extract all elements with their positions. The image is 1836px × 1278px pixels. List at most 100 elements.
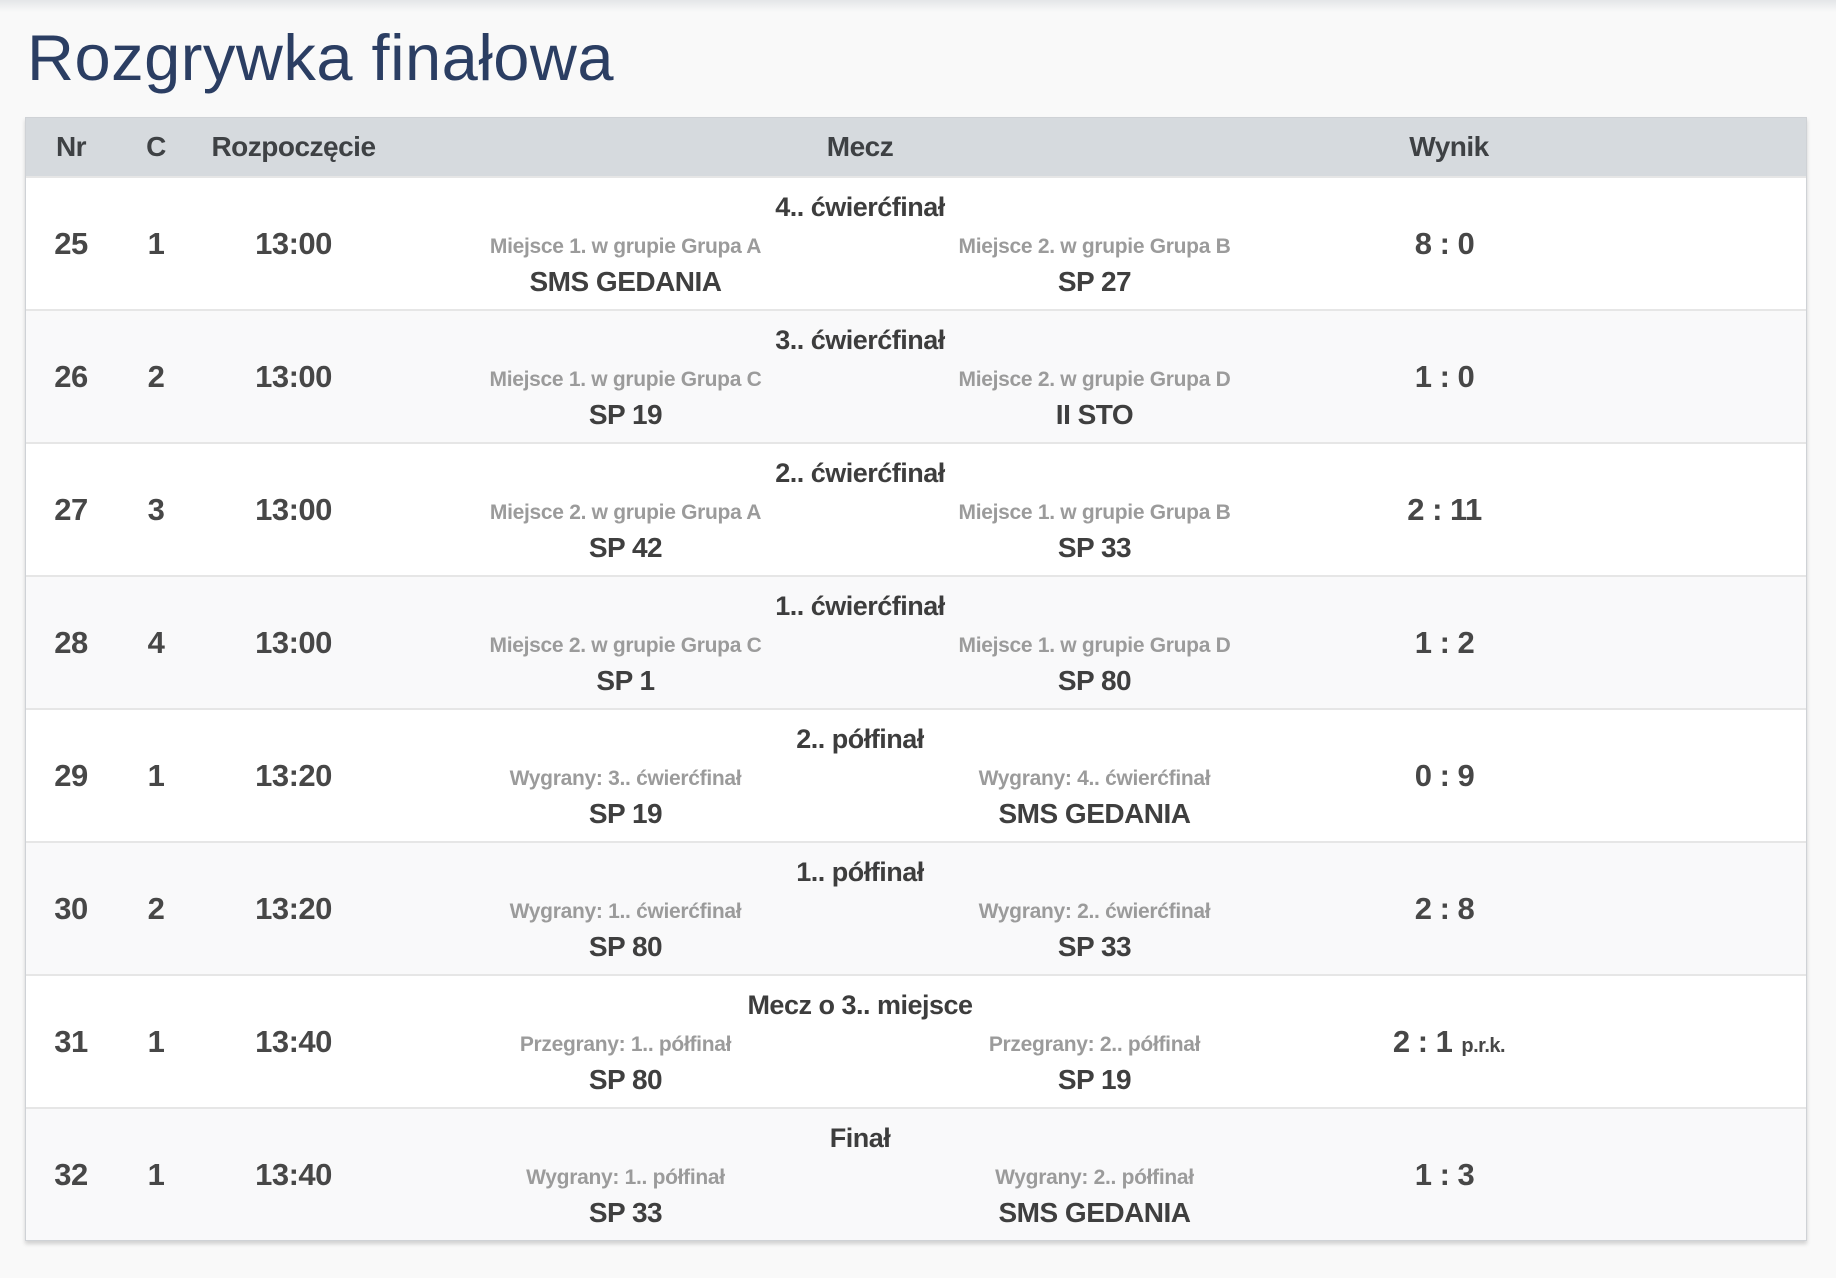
final-round-results-table: Nr C Rozpoczęcie Mecz Wynik 25 1 13:00 4… [25, 117, 1807, 1241]
start-time: 13:40 [255, 1023, 332, 1059]
score-value: 1 : 2 [1414, 624, 1475, 660]
score-value: 8 : 0 [1414, 225, 1475, 261]
home-source-label: Miejsce 1. w grupie Grupa A [489, 235, 762, 258]
away-source-label: Wygrany: 4.. ćwierćfinał [978, 767, 1211, 790]
start-time: 13:00 [255, 624, 332, 660]
match-cell: Finał Wygrany: 1.. półfinał SP 33 Wygran… [391, 1109, 1329, 1240]
home-source-label: Wygrany: 1.. ćwierćfinał [509, 900, 742, 923]
away-source-label: Miejsce 1. w grupie Grupa D [958, 634, 1231, 657]
table-row: 31 1 13:40 Mecz o 3.. miejsce Przegrany:… [26, 974, 1806, 1107]
home-team: Miejsce 1. w grupie Grupa C SP 19 [391, 365, 860, 435]
top-fade-strip [0, 0, 1836, 12]
away-source-label: Przegrany: 2.. półfinał [988, 1033, 1201, 1056]
home-source-label: Wygrany: 1.. półfinał [526, 1166, 725, 1189]
away-team-name: II STO [1055, 399, 1134, 430]
header-result: Wynik [1409, 131, 1489, 162]
table-row: 28 4 13:00 1.. ćwierćfinał Miejsce 2. w … [26, 575, 1806, 708]
table-row: 29 1 13:20 2.. półfinał Wygrany: 3.. ćwi… [26, 708, 1806, 841]
away-source-label: Miejsce 2. w grupie Grupa D [958, 368, 1231, 391]
phase-label: 1.. półfinał [796, 857, 924, 887]
page-title: Rozgrywka finałowa [27, 21, 615, 94]
start-time: 13:20 [255, 757, 332, 793]
away-team: Miejsce 1. w grupie Grupa B SP 33 [860, 498, 1329, 568]
score-value: 2 : 1 [1392, 1023, 1453, 1059]
home-team-name: SP 80 [588, 931, 663, 962]
away-team: Miejsce 1. w grupie Grupa D SP 80 [860, 631, 1329, 701]
away-team: Wygrany: 4.. ćwierćfinał SMS GEDANIA [860, 764, 1329, 834]
phase-label: Finał [829, 1123, 891, 1153]
phase-label: Mecz o 3.. miejsce [747, 990, 973, 1020]
match-cell: Mecz o 3.. miejsce Przegrany: 1.. półfin… [391, 976, 1329, 1107]
match-cell: 4.. ćwierćfinał Miejsce 1. w grupie Grup… [391, 178, 1329, 309]
away-team: Przegrany: 2.. półfinał SP 19 [860, 1030, 1329, 1100]
table-row: 32 1 13:40 Finał Wygrany: 1.. półfinał S… [26, 1107, 1806, 1240]
home-source-label: Przegrany: 1.. półfinał [519, 1033, 732, 1056]
teams-pairing: Wygrany: 3.. ćwierćfinał SP 19 Wygrany: … [391, 764, 1329, 834]
away-team-name: SP 33 [1057, 931, 1132, 962]
match-number: 32 [54, 1156, 88, 1192]
match-number: 31 [54, 1023, 88, 1059]
header-start-time: Rozpoczęcie [211, 131, 376, 162]
match-number: 28 [54, 624, 88, 660]
phase-label: 2.. półfinał [796, 724, 924, 754]
away-team: Wygrany: 2.. ćwierćfinał SP 33 [860, 897, 1329, 967]
header-court: C [146, 131, 166, 162]
court-number: 2 [147, 358, 165, 394]
teams-pairing: Miejsce 2. w grupie Grupa C SP 1 Miejsce… [391, 631, 1329, 701]
phase-label: 1.. ćwierćfinał [775, 591, 945, 621]
match-number: 25 [54, 225, 88, 261]
home-source-label: Miejsce 2. w grupie Grupa A [489, 501, 762, 524]
table-row: 25 1 13:00 4.. ćwierćfinał Miejsce 1. w … [26, 176, 1806, 309]
away-team-name: SP 19 [1057, 1064, 1132, 1095]
home-team: Miejsce 2. w grupie Grupa A SP 42 [391, 498, 860, 568]
start-time: 13:00 [255, 358, 332, 394]
header-match-number: Nr [55, 131, 87, 162]
home-team-name: SP 33 [588, 1197, 663, 1228]
home-team: Miejsce 1. w grupie Grupa A SMS GEDANIA [391, 232, 860, 302]
match-cell: 1.. ćwierćfinał Miejsce 2. w grupie Grup… [391, 577, 1329, 708]
match-number: 30 [54, 890, 88, 926]
match-result: 1 : 3 [1329, 1157, 1569, 1193]
match-result: 2 : 8 [1329, 891, 1569, 927]
match-cell: 2.. ćwierćfinał Miejsce 2. w grupie Grup… [391, 444, 1329, 575]
home-team: Wygrany: 1.. ćwierćfinał SP 80 [391, 897, 860, 967]
table-header-row: Nr C Rozpoczęcie Mecz Wynik [26, 118, 1806, 176]
match-result: 0 : 9 [1329, 758, 1569, 794]
teams-pairing: Miejsce 1. w grupie Grupa C SP 19 Miejsc… [391, 365, 1329, 435]
away-team: Wygrany: 2.. półfinał SMS GEDANIA [860, 1163, 1329, 1233]
teams-pairing: Miejsce 1. w grupie Grupa A SMS GEDANIA … [391, 232, 1329, 302]
match-cell: 2.. półfinał Wygrany: 3.. ćwierćfinał SP… [391, 710, 1329, 841]
match-number: 27 [54, 491, 88, 527]
teams-pairing: Wygrany: 1.. ćwierćfinał SP 80 Wygrany: … [391, 897, 1329, 967]
teams-pairing: Miejsce 2. w grupie Grupa A SP 42 Miejsc… [391, 498, 1329, 568]
match-result: 2 : 11 [1329, 492, 1569, 528]
match-cell: 1.. półfinał Wygrany: 1.. ćwierćfinał SP… [391, 843, 1329, 974]
court-number: 1 [147, 225, 165, 261]
home-team-name: SP 19 [588, 798, 663, 829]
away-source-label: Wygrany: 2.. półfinał [995, 1166, 1194, 1189]
match-number: 26 [54, 358, 88, 394]
court-number: 4 [147, 624, 165, 660]
match-result: 1 : 2 [1329, 625, 1569, 661]
phase-label: 2.. ćwierćfinał [775, 458, 945, 488]
score-value: 2 : 8 [1414, 890, 1475, 926]
away-source-label: Miejsce 2. w grupie Grupa B [958, 235, 1231, 258]
match-result: 8 : 0 [1329, 226, 1569, 262]
table-row: 26 2 13:00 3.. ćwierćfinał Miejsce 1. w … [26, 309, 1806, 442]
start-time: 13:20 [255, 890, 332, 926]
start-time: 13:00 [255, 491, 332, 527]
home-team-name: SMS GEDANIA [529, 266, 722, 297]
away-team: Miejsce 2. w grupie Grupa D II STO [860, 365, 1329, 435]
court-number: 1 [147, 1023, 165, 1059]
phase-label: 3.. ćwierćfinał [775, 325, 945, 355]
teams-pairing: Przegrany: 1.. półfinał SP 80 Przegrany:… [391, 1030, 1329, 1100]
score-value: 1 : 0 [1414, 358, 1475, 394]
court-number: 2 [147, 890, 165, 926]
start-time: 13:40 [255, 1156, 332, 1192]
home-team-name: SP 1 [596, 665, 655, 696]
table-row: 30 2 13:20 1.. półfinał Wygrany: 1.. ćwi… [26, 841, 1806, 974]
score-value: 0 : 9 [1414, 757, 1475, 793]
home-team: Wygrany: 1.. półfinał SP 33 [391, 1163, 860, 1233]
home-source-label: Wygrany: 3.. ćwierćfinał [509, 767, 742, 790]
away-team-name: SP 27 [1057, 266, 1132, 297]
